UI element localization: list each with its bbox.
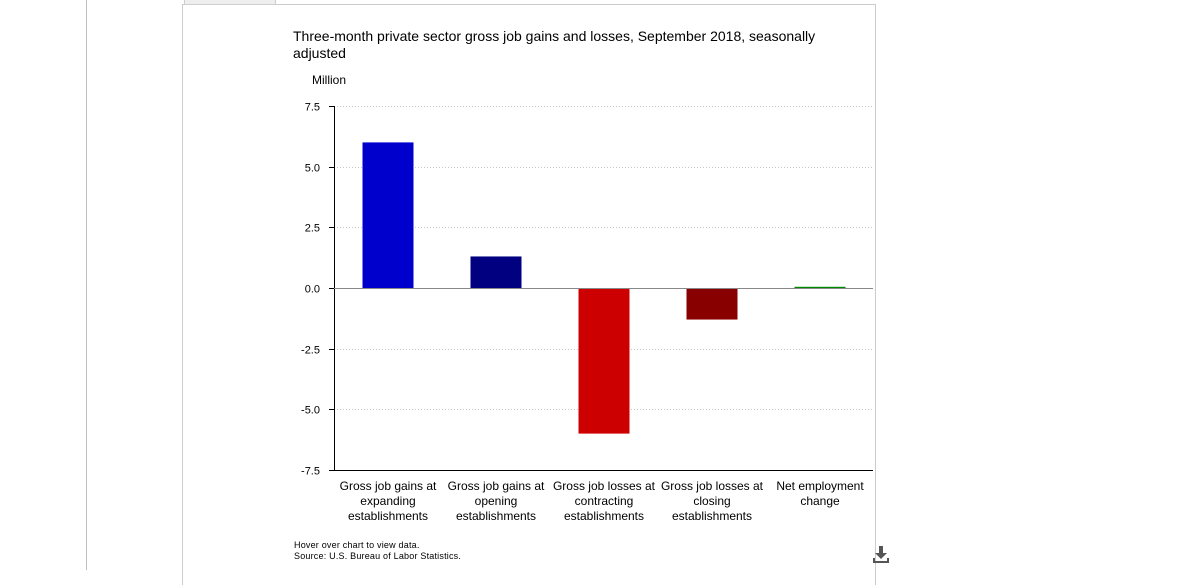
axes	[334, 106, 873, 471]
x-tick-label: Net employment change	[776, 479, 864, 508]
y-tick-label: -7.5	[301, 466, 320, 478]
hover-note: Hover over chart to view data.	[294, 540, 420, 550]
y-axis-ticks: 7.5 5.0 2.5 0.0 -2.5 -5.0 -7.5	[301, 102, 334, 478]
page-left-rule	[86, 0, 87, 570]
bar-5[interactable]	[794, 286, 846, 288]
chart-tab[interactable]	[184, 0, 276, 5]
y-tick-label: -5.0	[301, 405, 320, 417]
x-tick-label: Gross job gains at expanding establishment…	[339, 479, 437, 523]
y-tick-label: 7.5	[305, 102, 320, 114]
bar-chart[interactable]: 7.5 5.0 2.5 0.0 -2.5 -5.0 -7.5	[0, 0, 1192, 570]
y-tick-label: 2.5	[305, 223, 320, 235]
source-note: Source: U.S. Bureau of Labor Statistics.	[294, 551, 462, 561]
x-tick-label: Gross job gains at opening establishments	[447, 479, 545, 523]
download-icon[interactable]	[872, 545, 890, 565]
x-tick-label: Gross job losses at closing establishments	[660, 479, 764, 523]
y-tick-label: 5.0	[305, 163, 320, 175]
chart-title: Three-month private sector gross job gai…	[293, 28, 816, 61]
y-tick-label: -2.5	[301, 345, 320, 357]
y-tick-label: 0.0	[305, 284, 320, 296]
x-tick-label: Gross job losses at contracting establishm…	[552, 479, 656, 523]
bar-1[interactable]	[362, 142, 414, 288]
bar-3[interactable]	[578, 288, 630, 434]
chart-panel	[182, 4, 876, 585]
y-axis-unit-label: Million	[312, 73, 347, 87]
bars[interactable]	[362, 142, 846, 434]
bar-2[interactable]	[470, 256, 522, 288]
bar-4[interactable]	[686, 288, 738, 320]
